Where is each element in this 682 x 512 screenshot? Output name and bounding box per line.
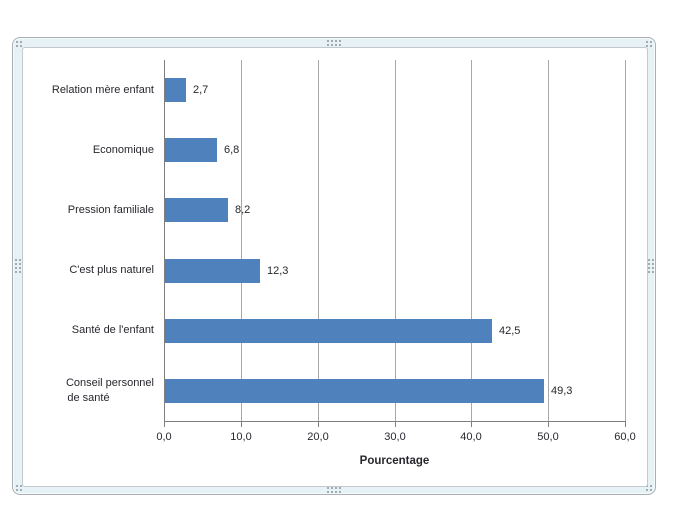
- tick-label: 30,0: [384, 431, 406, 443]
- category-label[interactable]: Conseil personnel de santé: [23, 361, 154, 421]
- bar-2[interactable]: [165, 138, 217, 162]
- category-label[interactable]: Santé de l'enfant: [23, 301, 154, 361]
- category-label[interactable]: Relation mère enfant: [23, 60, 154, 120]
- resize-handle-bottom[interactable]: [326, 486, 341, 493]
- axis-tick-mark: [241, 422, 242, 427]
- axis-tick-mark: [471, 422, 472, 427]
- tick-label: 50,0: [537, 431, 559, 443]
- gridline: [548, 60, 549, 421]
- value-axis-tick-labels[interactable]: 0,0 10,0 20,0 30,0 40,0 50,0 60,0: [23, 431, 649, 445]
- gridline: [625, 60, 626, 421]
- category-label-line: C'est plus naturel: [69, 264, 154, 277]
- tick-label: 60,0: [614, 431, 636, 443]
- gridline: [318, 60, 319, 421]
- data-label: 8,2: [235, 204, 251, 216]
- axis-tick-mark: [164, 422, 165, 427]
- resize-handle-top-left[interactable]: [15, 40, 23, 48]
- bar-6[interactable]: [165, 379, 544, 403]
- resize-handle-right[interactable]: [647, 258, 654, 273]
- gridline: [241, 60, 242, 421]
- value-axis-line: [164, 421, 626, 422]
- axis-tick-mark: [625, 422, 626, 427]
- category-label[interactable]: Economique: [23, 120, 154, 180]
- bar-4[interactable]: [165, 259, 260, 283]
- resize-handle-left[interactable]: [14, 258, 21, 273]
- category-label-line: de santé: [67, 391, 110, 404]
- value-axis-title[interactable]: Pourcentage: [359, 455, 430, 467]
- gridline: [471, 60, 472, 421]
- category-axis-line: [164, 60, 165, 422]
- category-label-line: Relation mère enfant: [51, 83, 154, 96]
- axis-tick-mark: [548, 422, 549, 427]
- resize-handle-top-right[interactable]: [645, 40, 653, 48]
- category-label[interactable]: C'est plus naturel: [23, 241, 154, 301]
- category-label-line: Economique: [92, 143, 154, 156]
- resize-handle-bottom-right[interactable]: [645, 484, 653, 492]
- bar-5[interactable]: [165, 319, 492, 343]
- plot-area[interactable]: 2,7 6,8 8,2 12,3 42,5 49,3: [164, 60, 626, 427]
- axis-tick-mark: [318, 422, 319, 427]
- tick-label: 10,0: [230, 431, 252, 443]
- category-axis-labels[interactable]: Relation mère enfant Economique Pression f…: [23, 60, 154, 421]
- data-label: 49,3: [551, 385, 573, 397]
- data-label: 12,3: [267, 265, 289, 277]
- tick-label: 40,0: [460, 431, 482, 443]
- category-label-line: Conseil personnel: [65, 376, 154, 389]
- tick-label: 0,0: [156, 431, 172, 443]
- bar-3[interactable]: [165, 198, 228, 222]
- resize-handle-bottom-left[interactable]: [15, 484, 23, 492]
- chart-object-frame[interactable]: Relation mère enfant Economique Pression f…: [12, 37, 656, 495]
- category-label-line: Santé de l'enfant: [71, 324, 154, 337]
- data-label: 2,7: [193, 84, 209, 96]
- tick-label: 20,0: [307, 431, 329, 443]
- chart-canvas[interactable]: Relation mère enfant Economique Pression f…: [22, 47, 648, 487]
- data-label: 6,8: [224, 144, 240, 156]
- category-label-line: Pression familiale: [67, 203, 154, 216]
- axis-tick-mark: [395, 422, 396, 427]
- category-label[interactable]: Pression familiale: [23, 180, 154, 240]
- data-label: 42,5: [499, 325, 521, 337]
- gridline: [395, 60, 396, 421]
- bar-1[interactable]: [165, 78, 186, 102]
- resize-handle-top[interactable]: [326, 39, 341, 46]
